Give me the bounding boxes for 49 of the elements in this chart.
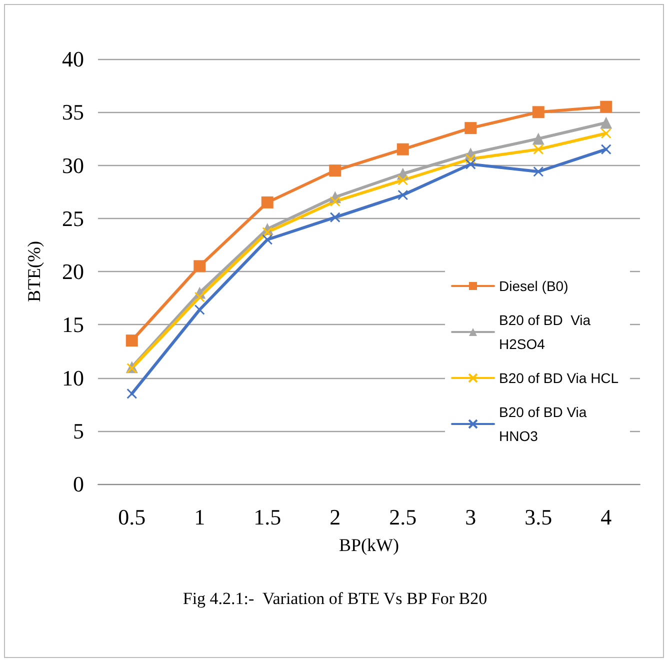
y-tick-label: 25 bbox=[62, 206, 84, 231]
point bbox=[330, 212, 340, 223]
x-tick-label: 3.5 bbox=[524, 504, 552, 530]
y-tick-label: 15 bbox=[62, 312, 84, 338]
point bbox=[194, 292, 205, 302]
legend-label: Diesel (B0) bbox=[499, 278, 568, 294]
y-tick-label: 20 bbox=[62, 259, 84, 284]
legend-label: B20 of BD Via HNO3 bbox=[499, 404, 591, 444]
y-tick-label: 40 bbox=[62, 46, 84, 72]
point bbox=[600, 144, 612, 155]
point bbox=[465, 158, 476, 170]
point bbox=[533, 144, 544, 155]
legend-label: B20 of BD Via HCL bbox=[499, 370, 619, 386]
point bbox=[532, 106, 544, 118]
point bbox=[600, 128, 612, 139]
y-axis-title: BTE(%) bbox=[24, 241, 44, 302]
point bbox=[464, 122, 477, 134]
point bbox=[600, 116, 612, 129]
y-tick-label: 35 bbox=[62, 100, 84, 125]
legend-label: B20 of BD Via H2SO4 bbox=[499, 312, 594, 352]
x-tick-label: 3 bbox=[465, 504, 476, 530]
point bbox=[465, 154, 476, 164]
x-tick-label: 2 bbox=[330, 504, 341, 530]
point bbox=[329, 164, 342, 177]
point bbox=[396, 143, 409, 156]
point bbox=[261, 196, 274, 208]
point bbox=[126, 334, 138, 347]
point bbox=[533, 166, 544, 177]
x-tick-label: 1 bbox=[194, 504, 206, 530]
x-axis-title: BP(kW) bbox=[339, 535, 399, 555]
point bbox=[398, 190, 408, 200]
y-tick-label: 0 bbox=[73, 472, 84, 496]
point bbox=[126, 388, 138, 399]
point bbox=[194, 260, 206, 272]
point bbox=[194, 304, 205, 315]
x-tick-label: 4 bbox=[600, 504, 612, 530]
point bbox=[600, 100, 612, 113]
x-tick-label: 0.5 bbox=[118, 504, 146, 530]
point bbox=[330, 196, 340, 207]
y-tick-label: 5 bbox=[73, 418, 84, 444]
point bbox=[398, 174, 408, 186]
point bbox=[262, 234, 273, 245]
point bbox=[262, 226, 273, 238]
x-tick-label: 1.5 bbox=[254, 504, 282, 530]
text: Fig 4.2.1:- Variation of BTE Vs BP For B20 bbox=[182, 589, 488, 608]
point bbox=[532, 132, 544, 145]
y-tick-label: 10 bbox=[62, 365, 84, 390]
x-tick-label: 2.5 bbox=[389, 504, 417, 530]
y-tick-label: 30 bbox=[62, 152, 84, 178]
